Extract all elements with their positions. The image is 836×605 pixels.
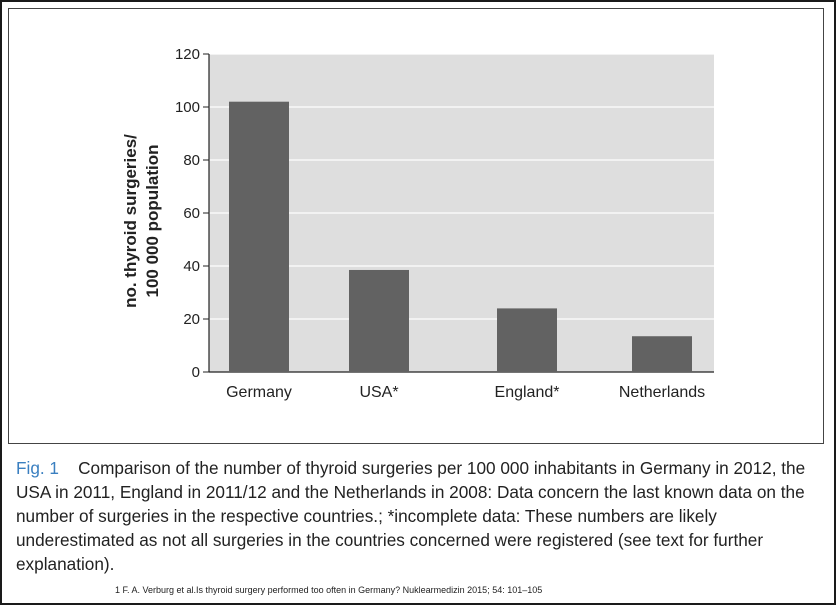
y-tick-label: 80 bbox=[183, 152, 200, 169]
x-tick-label: Germany bbox=[226, 384, 292, 401]
x-tick-label: USA* bbox=[359, 384, 398, 401]
y-tick-label: 20 bbox=[183, 311, 200, 328]
x-tick-label: England* bbox=[495, 384, 560, 401]
y-tick-label: 120 bbox=[175, 46, 200, 63]
figure-caption: Fig. 1 Comparison of the number of thyro… bbox=[16, 456, 822, 576]
y-tick-label: 40 bbox=[183, 258, 200, 275]
y-axis-title-line: no. thyroid surgeries/ bbox=[121, 134, 140, 308]
chart-panel: 0 20 40 60 80 100 120 Germany USA* England* Nether… bbox=[8, 8, 824, 444]
y-axis-title: no. thyroid surgeries/100 000 population bbox=[121, 134, 162, 308]
bar-england bbox=[497, 308, 557, 372]
caption-text: Comparison of the number of thyroid surg… bbox=[16, 458, 806, 574]
bar-usa bbox=[349, 269, 409, 372]
bar-netherlands bbox=[632, 336, 692, 372]
footnote: 1 F. A. Verburg et al.Is thyroid surgery… bbox=[115, 585, 543, 595]
y-tick-label: 100 bbox=[175, 99, 200, 116]
bar-chart: 0 20 40 60 80 100 120 Germany USA* England* Nether… bbox=[121, 46, 714, 401]
x-tick-label: Netherlands bbox=[619, 384, 705, 401]
figure-label: Fig. 1 bbox=[16, 458, 59, 478]
y-axis-title-line: 100 000 population bbox=[143, 144, 162, 297]
y-tick-label: 0 bbox=[192, 364, 200, 381]
y-tick-label: 60 bbox=[183, 205, 200, 222]
bar-germany bbox=[229, 101, 289, 372]
